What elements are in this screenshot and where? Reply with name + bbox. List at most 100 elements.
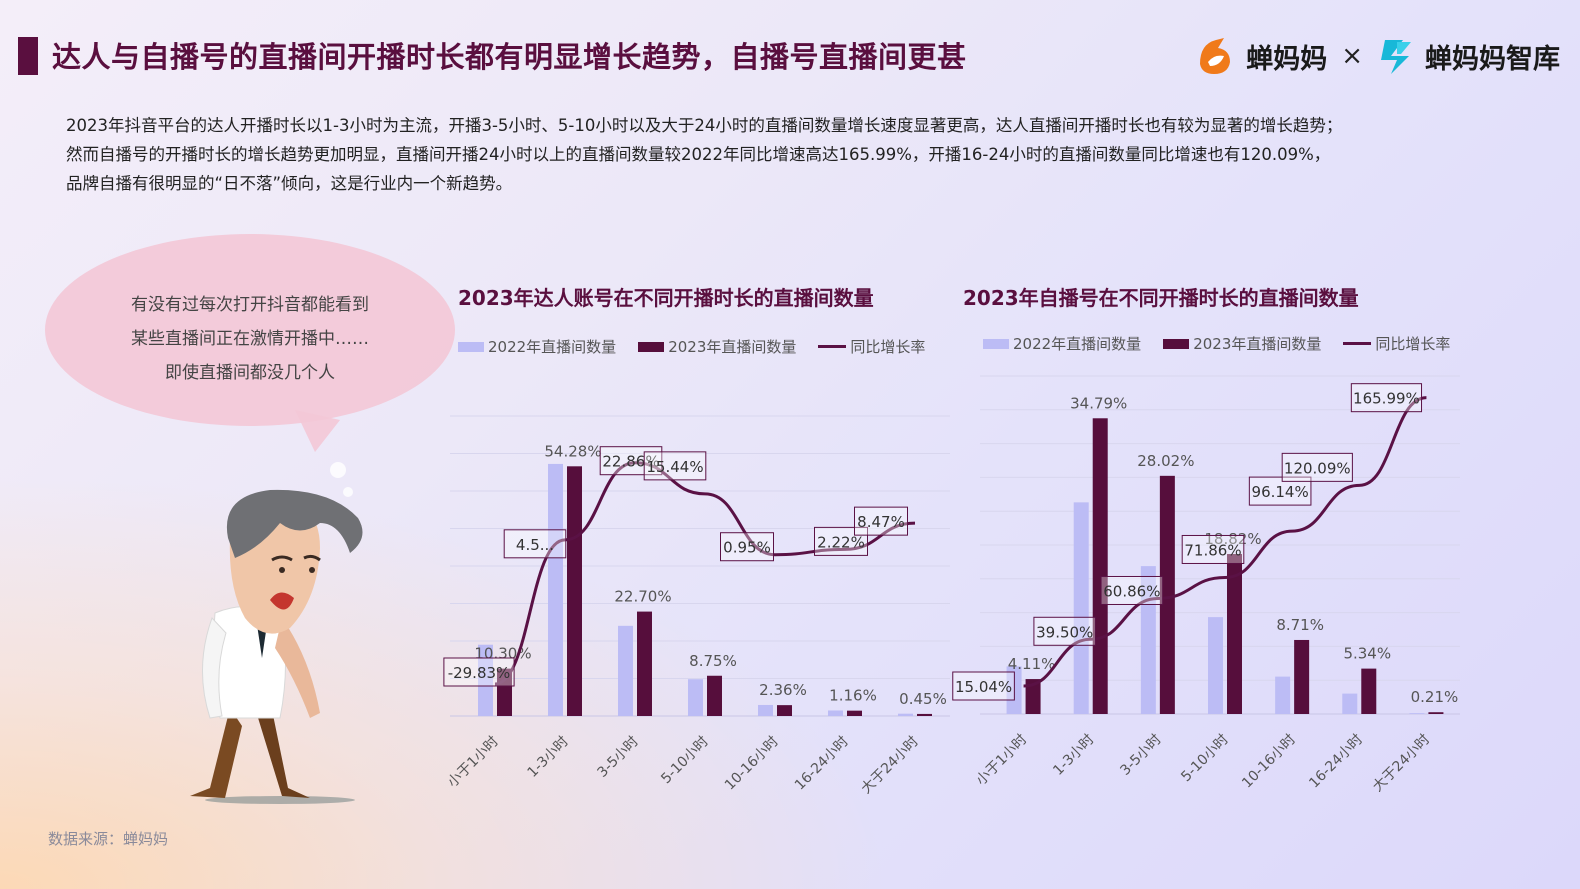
chanmama-logo-icon (1200, 38, 1231, 74)
description-line: 2023年抖音平台的达人开播时长以1-3小时为主流，开播3-5小时、5-10小时… (66, 116, 1343, 135)
bar-2023 (1159, 475, 1175, 714)
bar-value-label: 5.34% (1343, 645, 1391, 663)
growth-label-box (443, 657, 515, 687)
chanmama-zhiku-logo-icon (1381, 40, 1411, 74)
bar-value-label: 22.70% (614, 588, 671, 606)
bar-2023 (1092, 418, 1108, 714)
growth-value-label: -29.83% (448, 664, 511, 682)
chart-self: 4.11% 小于1小时 34.79% 1-3小时 28.02% 3-5小时 18.82% 5-… (952, 375, 1460, 796)
growth-line (1023, 396, 1427, 688)
bar-2022 (1409, 713, 1425, 714)
bar-2023 (847, 710, 862, 716)
legend-item-2022: 2022年直播间数量 (983, 333, 1141, 354)
growth-value-label: 2.22% (817, 533, 865, 551)
bar-value-label: 8.71% (1276, 616, 1324, 634)
category-label: 5-10小时 (1178, 732, 1232, 786)
legend-self: 2022年直播间数量 2023年直播间数量 同比增长率 (983, 333, 1450, 354)
bar-value-label: 28.02% (1137, 452, 1194, 470)
bubble-line: 有没有过每次打开抖音都能看到 (131, 295, 369, 315)
legend-label: 2023年直播间数量 (668, 338, 797, 356)
bar-2023 (497, 668, 512, 716)
category-label: 5-10小时 (658, 734, 712, 788)
category-label: 10-16小时 (1239, 732, 1299, 792)
growth-value-label: 8.47% (857, 513, 905, 531)
bubble-line: 即使直播间都没几个人 (165, 363, 335, 383)
bar-2023 (1025, 679, 1041, 714)
legend-item-growth: 同比增长率 (818, 336, 925, 357)
bar-2022 (758, 704, 773, 716)
bar-2023 (637, 611, 652, 716)
category-label: 大于24小时 (858, 734, 922, 798)
legend-label: 2022年直播间数量 (1013, 335, 1142, 353)
growth-value-label: 22.86% (602, 453, 659, 471)
growth-value-label: 39.50% (1036, 623, 1093, 641)
legend-item-2022: 2022年直播间数量 (458, 336, 616, 357)
legend-item-growth: 同比增长率 (1343, 333, 1450, 354)
bar-2022 (618, 625, 633, 716)
legend-talent: 2022年直播间数量 2023年直播间数量 同比增长率 (458, 336, 925, 357)
growth-label-box (952, 671, 1015, 701)
growth-value-label: 165.99% (1353, 390, 1420, 408)
logo-primary-text: 蝉妈妈 (1246, 43, 1328, 75)
growth-value-label: 96.14% (1252, 483, 1309, 501)
bar-value-label: 0.21% (1411, 688, 1459, 706)
legend-item-2023: 2023年直播间数量 (1163, 333, 1321, 354)
bar-value-label: 34.79% (1070, 394, 1127, 412)
logo-secondary-text: 蝉妈妈智库 (1425, 43, 1560, 75)
times-sign: × (1341, 41, 1363, 71)
data-source: 数据来源：蝉妈妈 (48, 830, 169, 848)
growth-value-label: 120.09% (1284, 459, 1351, 477)
growth-label-box (814, 526, 868, 556)
bubble-text: 有没有过每次打开抖音都能看到 某些直播间正在激情开播中…… 即使直播间都没几个人 (70, 288, 430, 390)
growth-label-box (1033, 616, 1097, 646)
legend-swatch-2022 (983, 338, 1009, 349)
growth-value-label: 15.04% (955, 678, 1012, 696)
growth-label-box (1350, 383, 1423, 413)
category-label: 16-24小时 (792, 734, 852, 794)
description-line: 然而自播号的开播时长的增长趋势更加明显，直播间开播24小时以上的直播间数量较20… (66, 145, 1331, 164)
bar-value-label: 8.75% (689, 652, 737, 670)
chart-title-talent: 2023年达人账号在不同开播时长的直播间数量 (458, 286, 874, 310)
legend-label: 同比增长率 (1375, 335, 1451, 353)
category-label: 3-5小时 (1117, 732, 1164, 779)
growth-value-label: 0.95% (723, 539, 771, 557)
growth-label-box (503, 529, 567, 559)
bar-2023 (917, 713, 932, 716)
title-accent-bar (18, 37, 38, 75)
bar-2022 (688, 679, 703, 716)
bar-2022 (1208, 617, 1223, 714)
legend-item-2023: 2023年直播间数量 (638, 336, 796, 357)
growth-label-box (643, 451, 707, 481)
bar-2022 (478, 644, 493, 716)
category-label: 10-16小时 (722, 734, 782, 794)
category-label: 大于24小时 (1370, 732, 1434, 796)
thought-bubble (45, 234, 455, 497)
category-label: 16-24小时 (1306, 732, 1366, 792)
bar-2022 (1073, 502, 1089, 714)
bar-2023 (1227, 554, 1242, 714)
category-label: 小于1小时 (445, 734, 502, 791)
bar-2022 (898, 713, 913, 716)
chart-talent: 10.30%小于1小时54.28%1-3小时22.70%3-5小时8.75%5-… (443, 415, 950, 798)
growth-label-box (1281, 452, 1353, 482)
chart-title-self: 2023年自播号在不同开播时长的直播间数量 (963, 286, 1359, 310)
legend-label: 2023年直播间数量 (1193, 335, 1322, 353)
worried-man-illustration (190, 489, 363, 804)
category-label: 1-3小时 (1050, 732, 1097, 779)
bar-value-label: 54.28% (544, 442, 601, 460)
bar-2023 (1428, 712, 1444, 714)
category-label: 3-5小时 (595, 734, 642, 781)
growth-label-box (854, 506, 908, 536)
bubble-line: 某些直播间正在激情开播中…… (131, 329, 369, 349)
legend-swatch-2022 (458, 341, 484, 352)
legend-swatch-growth (818, 345, 847, 348)
logo-area: 蝉妈妈 × 蝉妈妈智库 (1194, 30, 1560, 82)
bar-2023 (1294, 639, 1310, 714)
bar-2023 (777, 705, 792, 716)
bar-2023 (707, 675, 722, 716)
growth-label-box (720, 532, 774, 562)
bar-2022 (548, 463, 563, 716)
bar-2022 (1275, 676, 1291, 714)
growth-value-label: 4.5... (516, 536, 554, 554)
bar-value-label: 18.82% (1204, 530, 1261, 548)
